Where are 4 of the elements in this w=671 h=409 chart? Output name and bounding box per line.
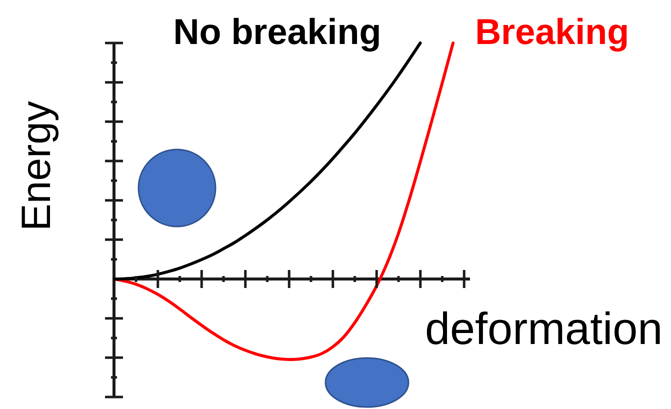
series-label: Breaking xyxy=(475,11,630,52)
series-label: No breaking xyxy=(173,11,382,52)
y-axis-title: Energy xyxy=(13,100,59,231)
x-axis-title: deformation xyxy=(425,303,663,354)
